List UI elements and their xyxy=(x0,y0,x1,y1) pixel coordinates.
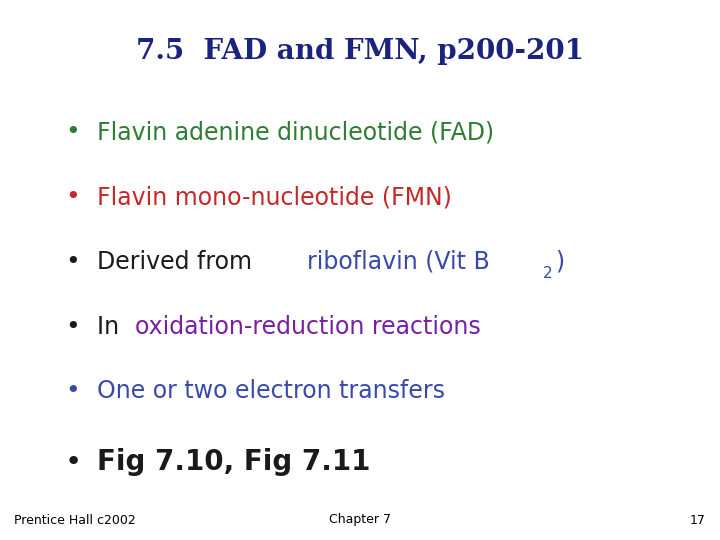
Text: Flavin adenine dinucleotide (FAD): Flavin adenine dinucleotide (FAD) xyxy=(97,120,495,144)
Text: •: • xyxy=(65,380,79,403)
Text: •: • xyxy=(65,448,82,476)
Text: 2: 2 xyxy=(543,266,552,281)
Text: 17: 17 xyxy=(690,514,706,526)
Text: One or two electron transfers: One or two electron transfers xyxy=(97,380,445,403)
Text: Chapter 7: Chapter 7 xyxy=(329,514,391,526)
Text: Prentice Hall c2002: Prentice Hall c2002 xyxy=(14,514,136,526)
Text: •: • xyxy=(65,185,79,209)
Text: •: • xyxy=(65,315,79,339)
Text: 7.5  FAD and FMN, p200-201: 7.5 FAD and FMN, p200-201 xyxy=(136,38,584,65)
Text: oxidation-reduction reactions: oxidation-reduction reactions xyxy=(135,315,481,339)
Text: Flavin mono-nucleotide (FMN): Flavin mono-nucleotide (FMN) xyxy=(97,185,452,209)
Text: ): ) xyxy=(555,250,564,274)
Text: •: • xyxy=(65,120,79,144)
Text: Derived from: Derived from xyxy=(97,250,260,274)
Text: In: In xyxy=(97,315,127,339)
Text: riboflavin (Vit B: riboflavin (Vit B xyxy=(307,250,490,274)
Text: •: • xyxy=(65,250,79,274)
Text: Fig 7.10, Fig 7.11: Fig 7.10, Fig 7.11 xyxy=(97,448,371,476)
